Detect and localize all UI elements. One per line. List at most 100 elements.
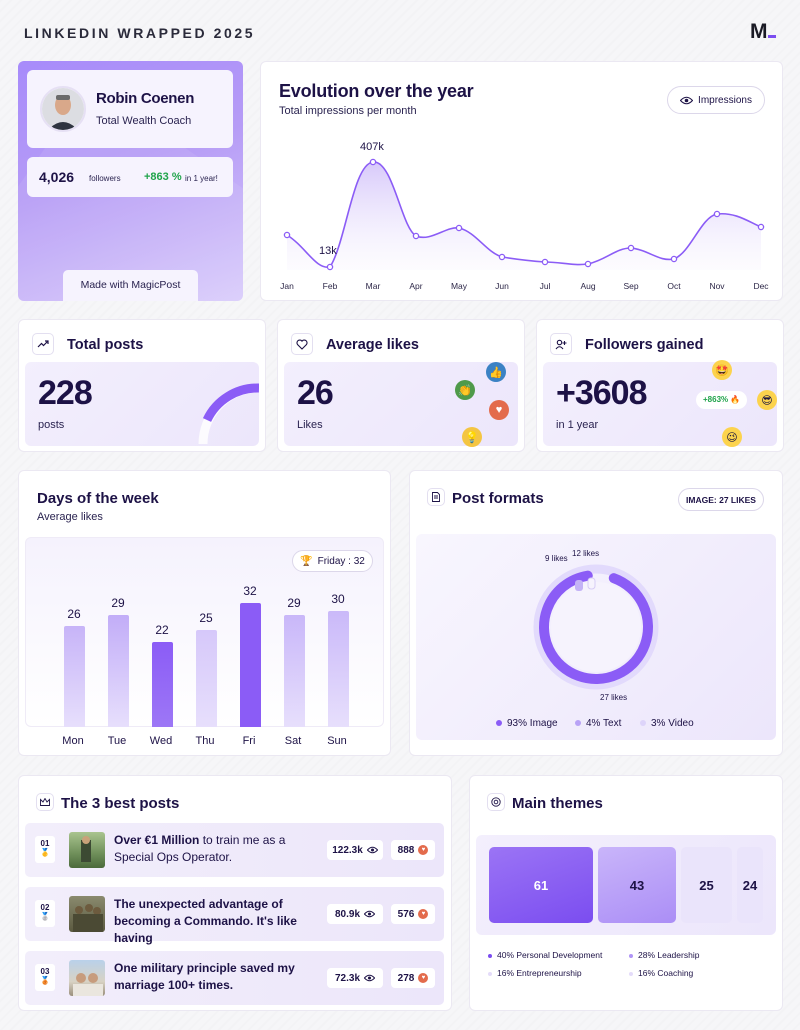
post-views: 122.3k [327,840,383,860]
followers-gained-panel: +3608 in 1 year +863% 🔥 [543,362,777,446]
days-of-week-card: Days of the week Average likes 🏆 Friday … [18,470,391,756]
followers-count: 4,026 [39,169,75,185]
average-likes-label: Likes [297,419,323,431]
target-icon [487,793,505,811]
point-nov[interactable] [713,210,721,218]
point-jul[interactable] [541,258,549,266]
days-title: Days of the week [37,490,159,507]
profile-card: Robin Coenen Total Wealth Coach 4,026 fo… [18,61,243,301]
trophy-icon: 🏆 [300,555,313,567]
day-label-fri: Fri [242,735,256,747]
bar-sun[interactable] [327,611,349,727]
bar-wed[interactable] [151,642,173,727]
month-label-mar: Mar [365,281,381,291]
bar-thu[interactable] [195,630,217,727]
progress-arc [198,383,259,445]
main-themes-card: Main themes 61 43 25 24 40% Personal Dev… [469,775,783,1011]
themes-panel: 61 43 25 24 [476,835,776,935]
total-posts-card: Total posts 228 posts [18,319,266,452]
impressions-line-chart [283,158,765,271]
love-reaction-icon: ♥ [418,909,429,919]
point-oct[interactable] [670,255,678,263]
growth-percent: +863 % [144,171,182,183]
love-reaction-icon: ♥ [418,845,429,855]
post-text: One military principle saved my marriage… [114,961,295,992]
point-may[interactable] [455,224,463,232]
post-text: The unexpected advantage of becoming a C… [114,897,297,945]
theme-tile-entrepreneurship[interactable]: 25 [681,847,732,923]
video-likes-label: 9 likes [545,554,568,563]
main-themes-title: Main themes [512,795,603,812]
profile-role: Total Wealth Coach [96,115,192,127]
theme-tile-coaching[interactable]: 24 [737,847,763,923]
avatar[interactable] [40,86,86,132]
point-apr[interactable] [412,232,420,240]
month-label-may: May [450,281,468,291]
made-with-badge[interactable]: Made with MagicPost [63,270,198,301]
day-label-thu: Thu [195,735,215,747]
post-likes: 278 ♥ [391,968,435,988]
crown-icon [36,793,54,811]
post-row[interactable]: 01 🥇 Over €1 Million to train me as a Sp… [25,823,444,877]
month-label-oct: Oct [667,281,681,291]
text-segment[interactable] [587,577,596,590]
average-likes-card: Average likes 26 Likes 👍 👏 ♥ 💡 [277,319,525,452]
bar-mon[interactable] [63,626,85,727]
bar-value-wed: 22 [155,623,169,637]
bar-fri[interactable] [239,603,261,727]
legend-image: 93% Image [496,718,558,729]
image-segment[interactable] [531,562,661,692]
post-row[interactable]: 02 🥈 The unexpected advantage of becomin… [25,887,444,945]
theme-tile-leadership[interactable]: 43 [598,847,676,923]
point-aug[interactable] [584,260,592,268]
eye-icon [680,96,694,104]
post-formats-card: Post formats IMAGE: 27 LIKES 9 likes 12 … [409,470,783,756]
like-reaction-icon: 👍 [486,362,506,382]
bar-sat[interactable] [283,615,305,727]
total-posts-value: 228 [38,374,93,412]
post-thumbnail[interactable] [69,832,105,868]
celebrate-reaction-icon: 👏 [455,380,475,400]
star-struck-emoji-icon: 🤩 [712,360,732,380]
sunglasses-emoji-icon: 😎 [757,390,777,410]
post-row[interactable]: 03 🥉 One military principle saved my mar… [25,951,444,1005]
followers-summary: 4,026 followers +863 % in 1 year! [27,157,233,197]
month-label-nov: Nov [709,281,725,291]
post-rank: 03 🥉 [35,964,55,991]
month-label-feb: Feb [322,281,338,291]
profile-name: Robin Coenen [96,90,195,107]
month-label-jul: Jul [539,281,551,291]
formats-chart-panel: 9 likes 12 likes 27 likes 93% Image 4% T… [416,534,776,740]
post-rank: 02 🥈 [35,900,55,927]
point-feb[interactable] [326,263,334,271]
bar-value-tue: 29 [111,596,125,610]
text-likes-label: 12 likes [572,549,600,558]
bar-value-mon: 26 [67,607,81,621]
trend-up-icon [32,333,54,355]
impressions-toggle[interactable]: Impressions [667,86,765,114]
love-reaction-icon: ♥ [418,973,429,983]
post-likes: 888 ♥ [391,840,435,860]
video-segment[interactable] [575,580,583,591]
legend-leadership: 28% Leadership [629,950,699,960]
point-jun[interactable] [498,253,506,261]
month-label-sep: Sep [623,281,639,291]
post-views: 72.3k [327,968,383,988]
post-thumbnail[interactable] [69,896,105,932]
point-jan[interactable] [283,231,291,239]
heart-icon [291,333,313,355]
best-posts-title: The 3 best posts [61,795,180,812]
point-mar[interactable] [369,158,377,166]
month-label-jun: Jun [495,281,509,291]
post-thumbnail[interactable] [69,960,105,996]
point-dec[interactable] [757,223,765,231]
impressions-area [287,161,761,270]
theme-tile-personal-development[interactable]: 61 [489,847,593,923]
bar-tue[interactable] [107,615,129,727]
bronze-medal-icon: 🥉 [40,976,50,985]
best-posts-card: The 3 best posts 01 🥇 Over €1 Million to… [18,775,452,1011]
point-sep[interactable] [627,244,635,252]
growth-badge: +863% 🔥 [696,391,748,409]
silver-medal-icon: 🥈 [40,912,50,921]
total-posts-panel: 228 posts [25,362,259,446]
